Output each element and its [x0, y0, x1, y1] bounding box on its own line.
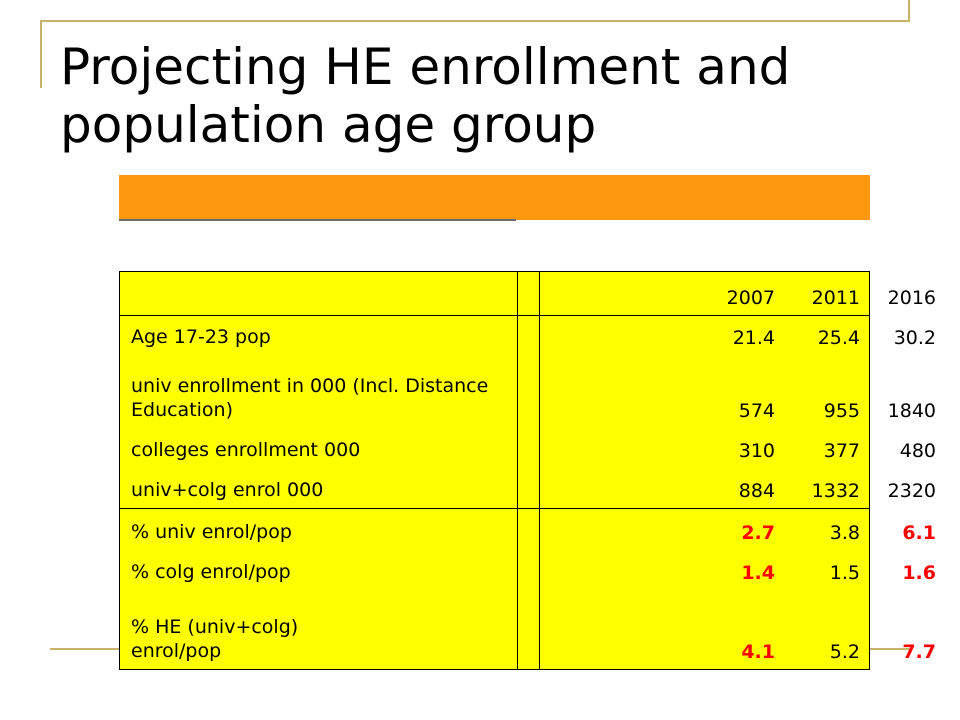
cell-2016: 1840 — [887, 400, 936, 422]
orange-bar-underline — [119, 219, 516, 221]
table-row: % univ enrol/pop 2.7 3.8 6.1 — [120, 508, 936, 550]
cell-2007: 4.1 — [741, 641, 775, 663]
cell-2007: 884 — [738, 480, 775, 502]
cell-2007: 21.4 — [732, 327, 775, 349]
table-row: % colg enrol/pop 1.4 1.5 1.6 — [120, 550, 936, 590]
decor-line-right — [908, 0, 910, 22]
table-vrule — [539, 272, 540, 669]
cell-2016: 6.1 — [902, 522, 936, 544]
cell-2016: 1.6 — [902, 562, 936, 584]
table-row: univ enrollment in 000 (Incl. Distance E… — [120, 355, 936, 428]
row-label: % HE (univ+colg) enrol/pop — [131, 616, 299, 662]
header-2007: 2007 — [726, 287, 775, 309]
row-label: Age 17-23 pop — [131, 326, 271, 348]
enrollment-table: 2007 2011 2016 Age 17-23 pop 21.4 25.4 3… — [119, 271, 936, 670]
table-header-row: 2007 2011 2016 — [120, 272, 936, 315]
cell-2007: 2.7 — [741, 522, 775, 544]
table-row: colleges enrollment 000 310 377 480 — [120, 428, 936, 468]
row-label: % univ enrol/pop — [131, 521, 292, 543]
cell-2011: 377 — [823, 440, 860, 462]
table-vrule — [517, 272, 518, 669]
row-label: % colg enrol/pop — [131, 561, 291, 583]
table-hrule — [120, 508, 869, 509]
cell-2011: 25.4 — [817, 327, 860, 349]
row-label: univ enrollment in 000 (Incl. Distance E… — [131, 375, 489, 421]
decor-line-top — [40, 20, 910, 22]
cell-2016: 2320 — [887, 480, 936, 502]
decor-line-bottom-right — [870, 648, 912, 650]
cell-2011: 955 — [823, 400, 860, 422]
orange-header-bar — [119, 175, 870, 220]
cell-2011: 5.2 — [829, 641, 860, 663]
cell-2007: 574 — [738, 400, 775, 422]
cell-2007: 310 — [738, 440, 775, 462]
header-2016: 2016 — [887, 287, 936, 309]
cell-2016: 7.7 — [902, 641, 936, 663]
table-row: univ+colg enrol 000 884 1332 2320 — [120, 468, 936, 508]
decor-line-bottom-left — [50, 648, 120, 650]
table-row: % HE (univ+colg) enrol/pop 4.1 5.2 7.7 — [120, 590, 936, 669]
cell-2011: 1332 — [811, 480, 860, 502]
cell-2016: 480 — [899, 440, 936, 462]
decor-line-left — [40, 20, 42, 88]
table-hrule — [120, 315, 869, 316]
cell-2007: 1.4 — [741, 562, 775, 584]
row-label: univ+colg enrol 000 — [131, 479, 324, 501]
slide-title: Projecting HE enrollment and population … — [60, 38, 791, 154]
row-label: colleges enrollment 000 — [131, 439, 361, 461]
table-row: Age 17-23 pop 21.4 25.4 30.2 — [120, 315, 936, 355]
header-2011: 2011 — [811, 287, 860, 309]
cell-2011: 1.5 — [829, 562, 860, 584]
cell-2011: 3.8 — [829, 522, 860, 544]
cell-2016: 30.2 — [893, 327, 936, 349]
